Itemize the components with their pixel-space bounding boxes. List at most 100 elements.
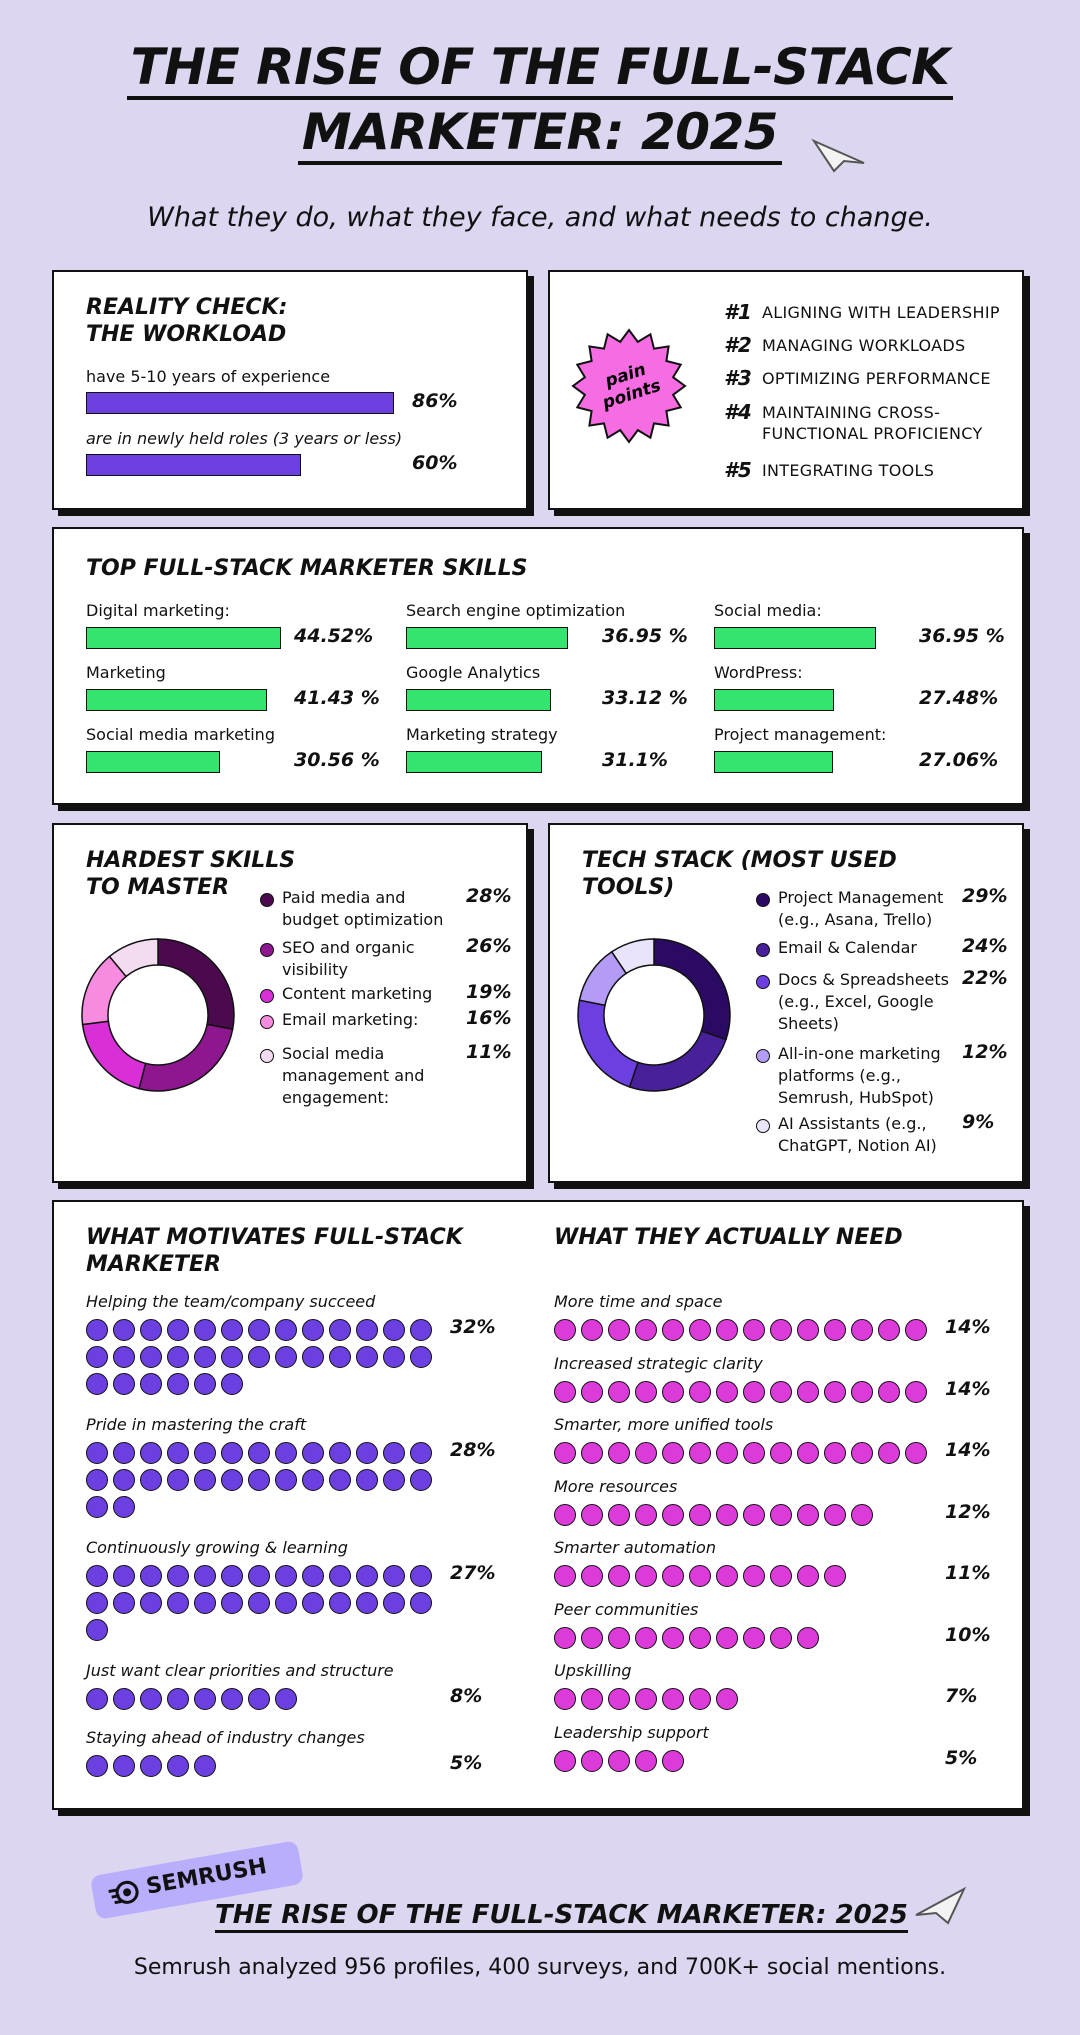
skill-label: Project management:: [714, 725, 887, 744]
skill-label: Digital marketing:: [86, 601, 230, 620]
motivation-dot: [167, 1346, 189, 1368]
motivation-dot: [167, 1755, 189, 1777]
motivation-dot: [113, 1496, 135, 1518]
semrush-fireball-icon: [108, 1880, 139, 1905]
need-dot: [608, 1442, 630, 1464]
need-dot: [878, 1319, 900, 1341]
need-dot: [662, 1688, 684, 1710]
need-dot: [554, 1504, 576, 1526]
need-label: Peer communities: [554, 1600, 699, 1619]
need-pct: 12%: [945, 1501, 991, 1523]
hardest-legend-label: Social media management and engagement:: [282, 1044, 425, 1107]
motivation-dot: [383, 1346, 405, 1368]
need-dot: [770, 1381, 792, 1403]
tech-slice: [577, 999, 639, 1088]
motivation-dot: [167, 1373, 189, 1395]
motivation-dot: [113, 1373, 135, 1395]
need-dot: [797, 1504, 819, 1526]
motivation-dot: [275, 1565, 297, 1587]
skill-label: Google Analytics: [406, 663, 541, 682]
motivation-dot: [410, 1442, 432, 1464]
tech-legend-pct: 12%: [962, 1041, 1008, 1063]
tech-legend-dot: [756, 975, 770, 989]
workload-pct-1: 86%: [412, 390, 458, 412]
tech-legend-label: All-in-one marketing platforms (e.g., Se…: [778, 1044, 941, 1107]
hardest-legend-label: SEO and organic visibility: [282, 938, 415, 979]
hardest-legend-label: Email marketing:: [282, 1010, 419, 1029]
motivation-dot: [221, 1346, 243, 1368]
tech-legend-dot: [756, 893, 770, 907]
motivation-pct: 27%: [450, 1562, 496, 1584]
cursor-arrow-icon: [811, 138, 865, 173]
motivation-dot: [86, 1619, 108, 1641]
motivation-dot: [329, 1442, 351, 1464]
motivation-pct: 28%: [450, 1439, 496, 1461]
need-label: Smarter automation: [554, 1538, 716, 1557]
motivation-dot: [356, 1565, 378, 1587]
motivation-dot: [410, 1346, 432, 1368]
workload-card: REALITY CHECK: THE WORKLOAD have 5-10 ye…: [52, 270, 528, 510]
tech-legend-label: Docs & Spreadsheets (e.g., Excel, Google…: [778, 970, 950, 1033]
need-dot: [635, 1750, 657, 1772]
motivation-dot: [86, 1688, 108, 1710]
skill-pct: 36.95 %: [602, 625, 688, 647]
need-dot: [554, 1381, 576, 1403]
tech-legend-pct: 29%: [962, 885, 1008, 907]
semrush-logo-text: SEMRUSH: [144, 1853, 269, 1900]
tech-legend-dot: [756, 1049, 770, 1063]
tech-slice: [653, 938, 731, 1041]
need-dot: [770, 1319, 792, 1341]
motivation-dot: [113, 1592, 135, 1614]
motivation-dot: [248, 1346, 270, 1368]
motivation-dot: [194, 1469, 216, 1491]
need-dot: [797, 1627, 819, 1649]
skill-bar: [714, 627, 876, 649]
motivation-dot: [113, 1319, 135, 1341]
motivation-dot: [86, 1346, 108, 1368]
motivation-dot: [167, 1592, 189, 1614]
pain-point-rank: #3: [724, 366, 752, 390]
hardest-title: HARDEST SKILLS TO MASTER: [86, 848, 296, 900]
pain-points-card: pain points #1 ALIGNING WITH LEADERSHIP #2…: [548, 270, 1024, 510]
motivation-dot: [302, 1565, 324, 1587]
hardest-legend-pct: 16%: [466, 1007, 512, 1029]
need-dot: [581, 1319, 603, 1341]
motivation-dot: [167, 1442, 189, 1464]
motivation-dot: [275, 1469, 297, 1491]
motivation-dot: [275, 1442, 297, 1464]
cursor-arrow-icon: [915, 1886, 967, 1925]
need-dot: [581, 1750, 603, 1772]
skill-bar: [86, 627, 281, 649]
need-dot: [635, 1504, 657, 1526]
need-dot: [824, 1381, 846, 1403]
tech-legend-label: AI Assistants (e.g., ChatGPT, Notion AI): [778, 1114, 937, 1155]
need-dot: [662, 1565, 684, 1587]
need-dot: [743, 1504, 765, 1526]
tech-slice: [628, 1030, 727, 1092]
need-dot: [608, 1319, 630, 1341]
motivation-dot: [86, 1319, 108, 1341]
motivation-dot: [86, 1373, 108, 1395]
pain-point-text: MANAGING WORKLOADS: [762, 336, 966, 355]
need-label: Upskilling: [554, 1661, 632, 1680]
skill-pct: 33.12 %: [602, 687, 688, 709]
motivation-dot: [275, 1346, 297, 1368]
motivation-dot: [113, 1469, 135, 1491]
tech-legend-label: Project Management (e.g., Asana, Trello): [778, 888, 944, 929]
need-dot: [743, 1319, 765, 1341]
motivation-dot: [221, 1373, 243, 1395]
page-subtitle: What they do, what they face, and what n…: [147, 202, 933, 233]
motivation-dot: [356, 1442, 378, 1464]
motivation-pct: 32%: [450, 1316, 496, 1338]
need-dot: [824, 1504, 846, 1526]
tech-legend-dot: [756, 943, 770, 957]
need-dot: [662, 1504, 684, 1526]
motivation-dot: [194, 1755, 216, 1777]
pain-point-rank: #1: [724, 300, 752, 324]
tech-title: TECH STACK (MOST USED TOOLS): [582, 848, 897, 900]
need-dot: [689, 1565, 711, 1587]
motivation-dot: [383, 1442, 405, 1464]
skill-label: Social media marketing: [86, 725, 275, 744]
motivation-dot: [302, 1469, 324, 1491]
need-label: Increased strategic clarity: [554, 1354, 763, 1373]
